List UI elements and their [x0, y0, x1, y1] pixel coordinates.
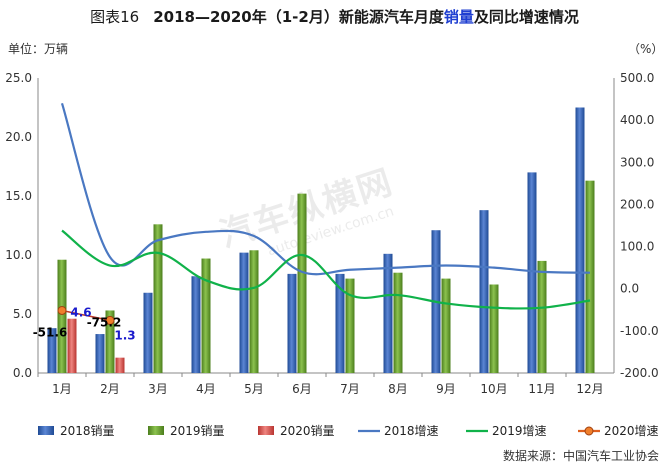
legend-label: 2020增速	[604, 424, 659, 438]
right-tick-label: 200.0	[620, 197, 654, 211]
bar-2020销量	[67, 318, 77, 373]
left-tick-label: 5.0	[13, 307, 32, 321]
bar-2018销量	[575, 107, 585, 373]
legend-label: 2018增速	[384, 424, 439, 438]
bar-2019销量	[249, 250, 259, 373]
right-tick-label: 0.0	[620, 282, 639, 296]
bar-2019销量	[441, 278, 451, 373]
right-tick-label: 400.0	[620, 113, 654, 127]
right-tick-label: 500.0	[620, 71, 654, 85]
x-tick-label: 1月	[52, 382, 72, 396]
left-tick-label: 20.0	[5, 130, 32, 144]
bar-2018销量	[95, 334, 105, 373]
bar-2018销量	[47, 328, 57, 373]
line-2019增速	[61, 229, 591, 310]
right-tick-label: -100.0	[620, 324, 659, 338]
left-tick-label: 15.0	[5, 189, 32, 203]
marker-2020增速	[105, 315, 115, 325]
x-tick-label: 8月	[388, 382, 408, 396]
legend-swatch	[38, 426, 54, 435]
legend-marker	[584, 426, 594, 436]
x-tick-label: 4月	[196, 382, 216, 396]
marker-2020增速	[57, 305, 67, 315]
data-label: -75.2	[87, 315, 122, 329]
x-tick-label: 3月	[148, 382, 168, 396]
bar-2019销量	[489, 284, 499, 373]
bar-2018销量	[287, 273, 297, 373]
legend-label: 2019增速	[492, 424, 547, 438]
x-tick-label: 11月	[528, 382, 555, 396]
x-tick-label: 6月	[292, 382, 312, 396]
data-label: 1.3	[114, 329, 135, 343]
data-source: 数据来源：中国汽车工业协会	[502, 449, 659, 463]
bar-2018销量	[479, 210, 489, 373]
x-tick-label: 2月	[100, 382, 120, 396]
chart-title-highlight: 销量	[443, 8, 474, 26]
right-tick-label: 300.0	[620, 155, 654, 169]
legend-label: 2018销量	[60, 424, 115, 438]
left-tick-label: 0.0	[13, 366, 32, 380]
x-tick-label: 7月	[340, 382, 360, 396]
bar-2019销量	[153, 224, 163, 373]
x-tick-label: 9月	[436, 382, 456, 396]
left-tick-label: 10.0	[5, 248, 32, 262]
bar-2019销量	[297, 193, 307, 373]
legend-swatch	[258, 426, 274, 435]
bar-2018销量	[191, 276, 201, 373]
bar-2018销量	[383, 253, 393, 373]
chart-title: 图表16 2018—2020年（1-2月）新能源汽车月度销量及同比增速情况	[0, 6, 669, 27]
right-tick-label: 100.0	[620, 240, 654, 254]
bar-2018销量	[239, 252, 249, 373]
bar-2019销量	[57, 259, 67, 373]
bar-2019销量	[345, 278, 355, 373]
bar-2019销量	[393, 272, 403, 373]
left-tick-label: 25.0	[5, 71, 32, 85]
line-2018增速	[60, 102, 591, 276]
bar-2019销量	[585, 180, 595, 373]
right-axis-unit: （%）	[628, 42, 664, 56]
bar-2018销量	[527, 172, 537, 373]
data-label: -51.6	[33, 325, 68, 339]
chart-title-tail: 及同比增速情况	[473, 8, 579, 26]
right-tick-label: -200.0	[620, 366, 659, 380]
chart-figure-label: 图表16	[90, 8, 140, 26]
x-tick-label: 5月	[244, 382, 264, 396]
bar-2020销量	[115, 357, 125, 373]
x-tick-label: 12月	[576, 382, 603, 396]
bar-2019销量	[105, 310, 115, 373]
legend-swatch	[148, 426, 164, 435]
bar-2018销量	[143, 292, 153, 373]
line-2020增速	[61, 309, 111, 322]
data-label: 4.6	[70, 306, 91, 320]
legend-label: 2019销量	[170, 424, 225, 438]
bar-2019销量	[537, 260, 547, 373]
x-tick-label: 10月	[480, 382, 507, 396]
chart-title-main: 2018—2020年（1-2月）新能源汽车月度	[153, 8, 444, 26]
bar-2018销量	[335, 273, 345, 373]
left-axis-unit: 单位：万辆	[8, 42, 69, 56]
bar-2019销量	[201, 258, 211, 373]
legend-label: 2020销量	[280, 424, 335, 438]
